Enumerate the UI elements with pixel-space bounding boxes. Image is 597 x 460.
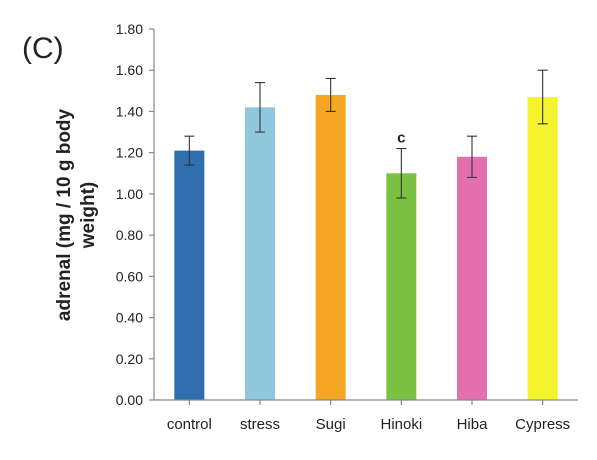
x-tick-label: Cypress bbox=[515, 416, 570, 433]
bar-sugi bbox=[315, 94, 346, 400]
y-tick-label: 0.60 bbox=[116, 268, 143, 284]
bar-hiba bbox=[457, 156, 487, 400]
y-tick-label: 0.80 bbox=[116, 227, 143, 243]
x-tick-label: stress bbox=[240, 416, 280, 433]
significance-annotation: c bbox=[397, 130, 405, 147]
y-axis: 0.00 0.20 0.40 0.60 0.80 1.00 1.20 1.40 1.60 1.80 bbox=[116, 21, 155, 408]
bar-stress bbox=[245, 107, 275, 401]
y-tick-label: 1.40 bbox=[116, 103, 143, 119]
bar-hinoki bbox=[386, 173, 417, 400]
y-tick-label: 1.20 bbox=[116, 145, 143, 161]
y-tick-label: 0.20 bbox=[116, 351, 143, 367]
y-axis-label-line1: adrenal (mg / 10 g body bbox=[54, 108, 75, 321]
x-tick-label: control bbox=[167, 416, 212, 433]
y-tick-label: 1.00 bbox=[116, 186, 143, 202]
x-tick-label: Sugi bbox=[316, 416, 346, 433]
y-tick-label: 1.80 bbox=[116, 21, 143, 37]
y-tick-label: 1.60 bbox=[116, 62, 143, 78]
y-tick-label: 0.00 bbox=[116, 392, 143, 408]
bar-control bbox=[174, 150, 205, 400]
x-tick-label: Hinoki bbox=[380, 416, 422, 433]
y-axis-label-line2: weight) bbox=[78, 182, 99, 250]
x-axis: control stress Sugi Hinoki Hiba Cypress bbox=[154, 399, 578, 433]
y-tick-label: 0.40 bbox=[116, 310, 143, 326]
bar-cypress bbox=[527, 97, 558, 401]
bars-group: c bbox=[174, 69, 558, 401]
x-tick-label: Hiba bbox=[457, 416, 489, 433]
panel-label: (C) bbox=[22, 32, 64, 65]
